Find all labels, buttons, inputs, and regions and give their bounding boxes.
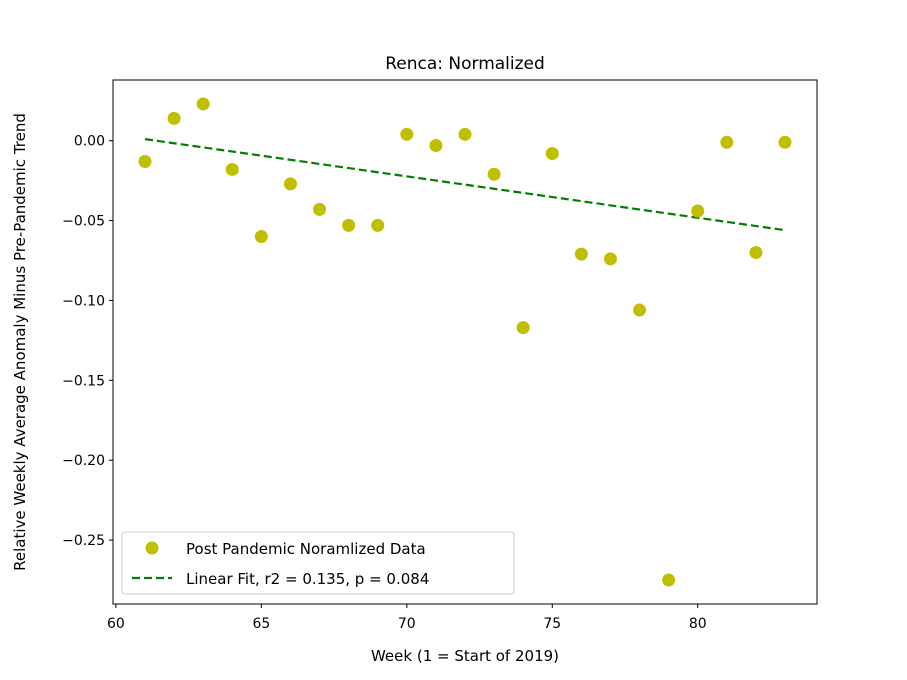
y-axis-ticks: 0.00 −0.05 −0.10 −0.15 −0.20 −0.25 [62,134,113,549]
data-point [487,167,501,181]
data-point [749,246,763,260]
data-point [720,135,734,149]
data-point [662,573,676,587]
data-point [778,135,792,149]
y-tick-label: −0.20 [62,453,105,469]
data-point [400,127,414,141]
data-point [691,204,705,218]
data-point [371,218,385,232]
chart-title: Renca: Normalized [385,54,545,74]
data-point [574,247,588,261]
data-point [225,162,239,176]
data-point [458,127,472,141]
legend-box [121,531,515,595]
x-axis-ticks: 60 65 70 75 80 [107,604,707,632]
data-point [254,230,268,244]
data-point [167,111,181,125]
legend: Post Pandemic Noramlized Data Linear Fit… [121,531,515,595]
y-axis-label: Relative Weekly Average Anomaly Minus Pr… [11,113,29,571]
data-point [516,321,530,335]
data-point [196,97,210,111]
y-tick-label: 0.00 [74,134,105,150]
y-tick-label: −0.15 [62,373,105,389]
x-tick-label: 80 [689,616,707,632]
data-point [545,146,559,160]
x-axis-label: Week (1 = Start of 2019) [371,647,559,665]
legend-label-fit: Linear Fit, r2 = 0.135, p = 0.084 [186,570,429,588]
data-point [429,139,443,152]
legend-label-points: Post Pandemic Noramlized Data [186,540,426,558]
data-points-layer [138,97,792,587]
x-tick-label: 65 [252,616,270,632]
y-tick-label: −0.10 [62,293,105,309]
y-tick-label: −0.05 [62,214,105,230]
data-point [342,218,356,232]
data-point [283,177,297,191]
x-tick-label: 75 [543,616,561,632]
data-point [138,154,152,168]
plot-area-frame [112,79,818,605]
y-tick-label: −0.25 [62,533,105,549]
data-point [603,252,617,266]
x-tick-label: 70 [398,616,416,632]
data-point [633,303,647,317]
legend-marker-points [145,541,159,555]
x-tick-label: 60 [107,616,125,632]
data-point [313,202,327,216]
